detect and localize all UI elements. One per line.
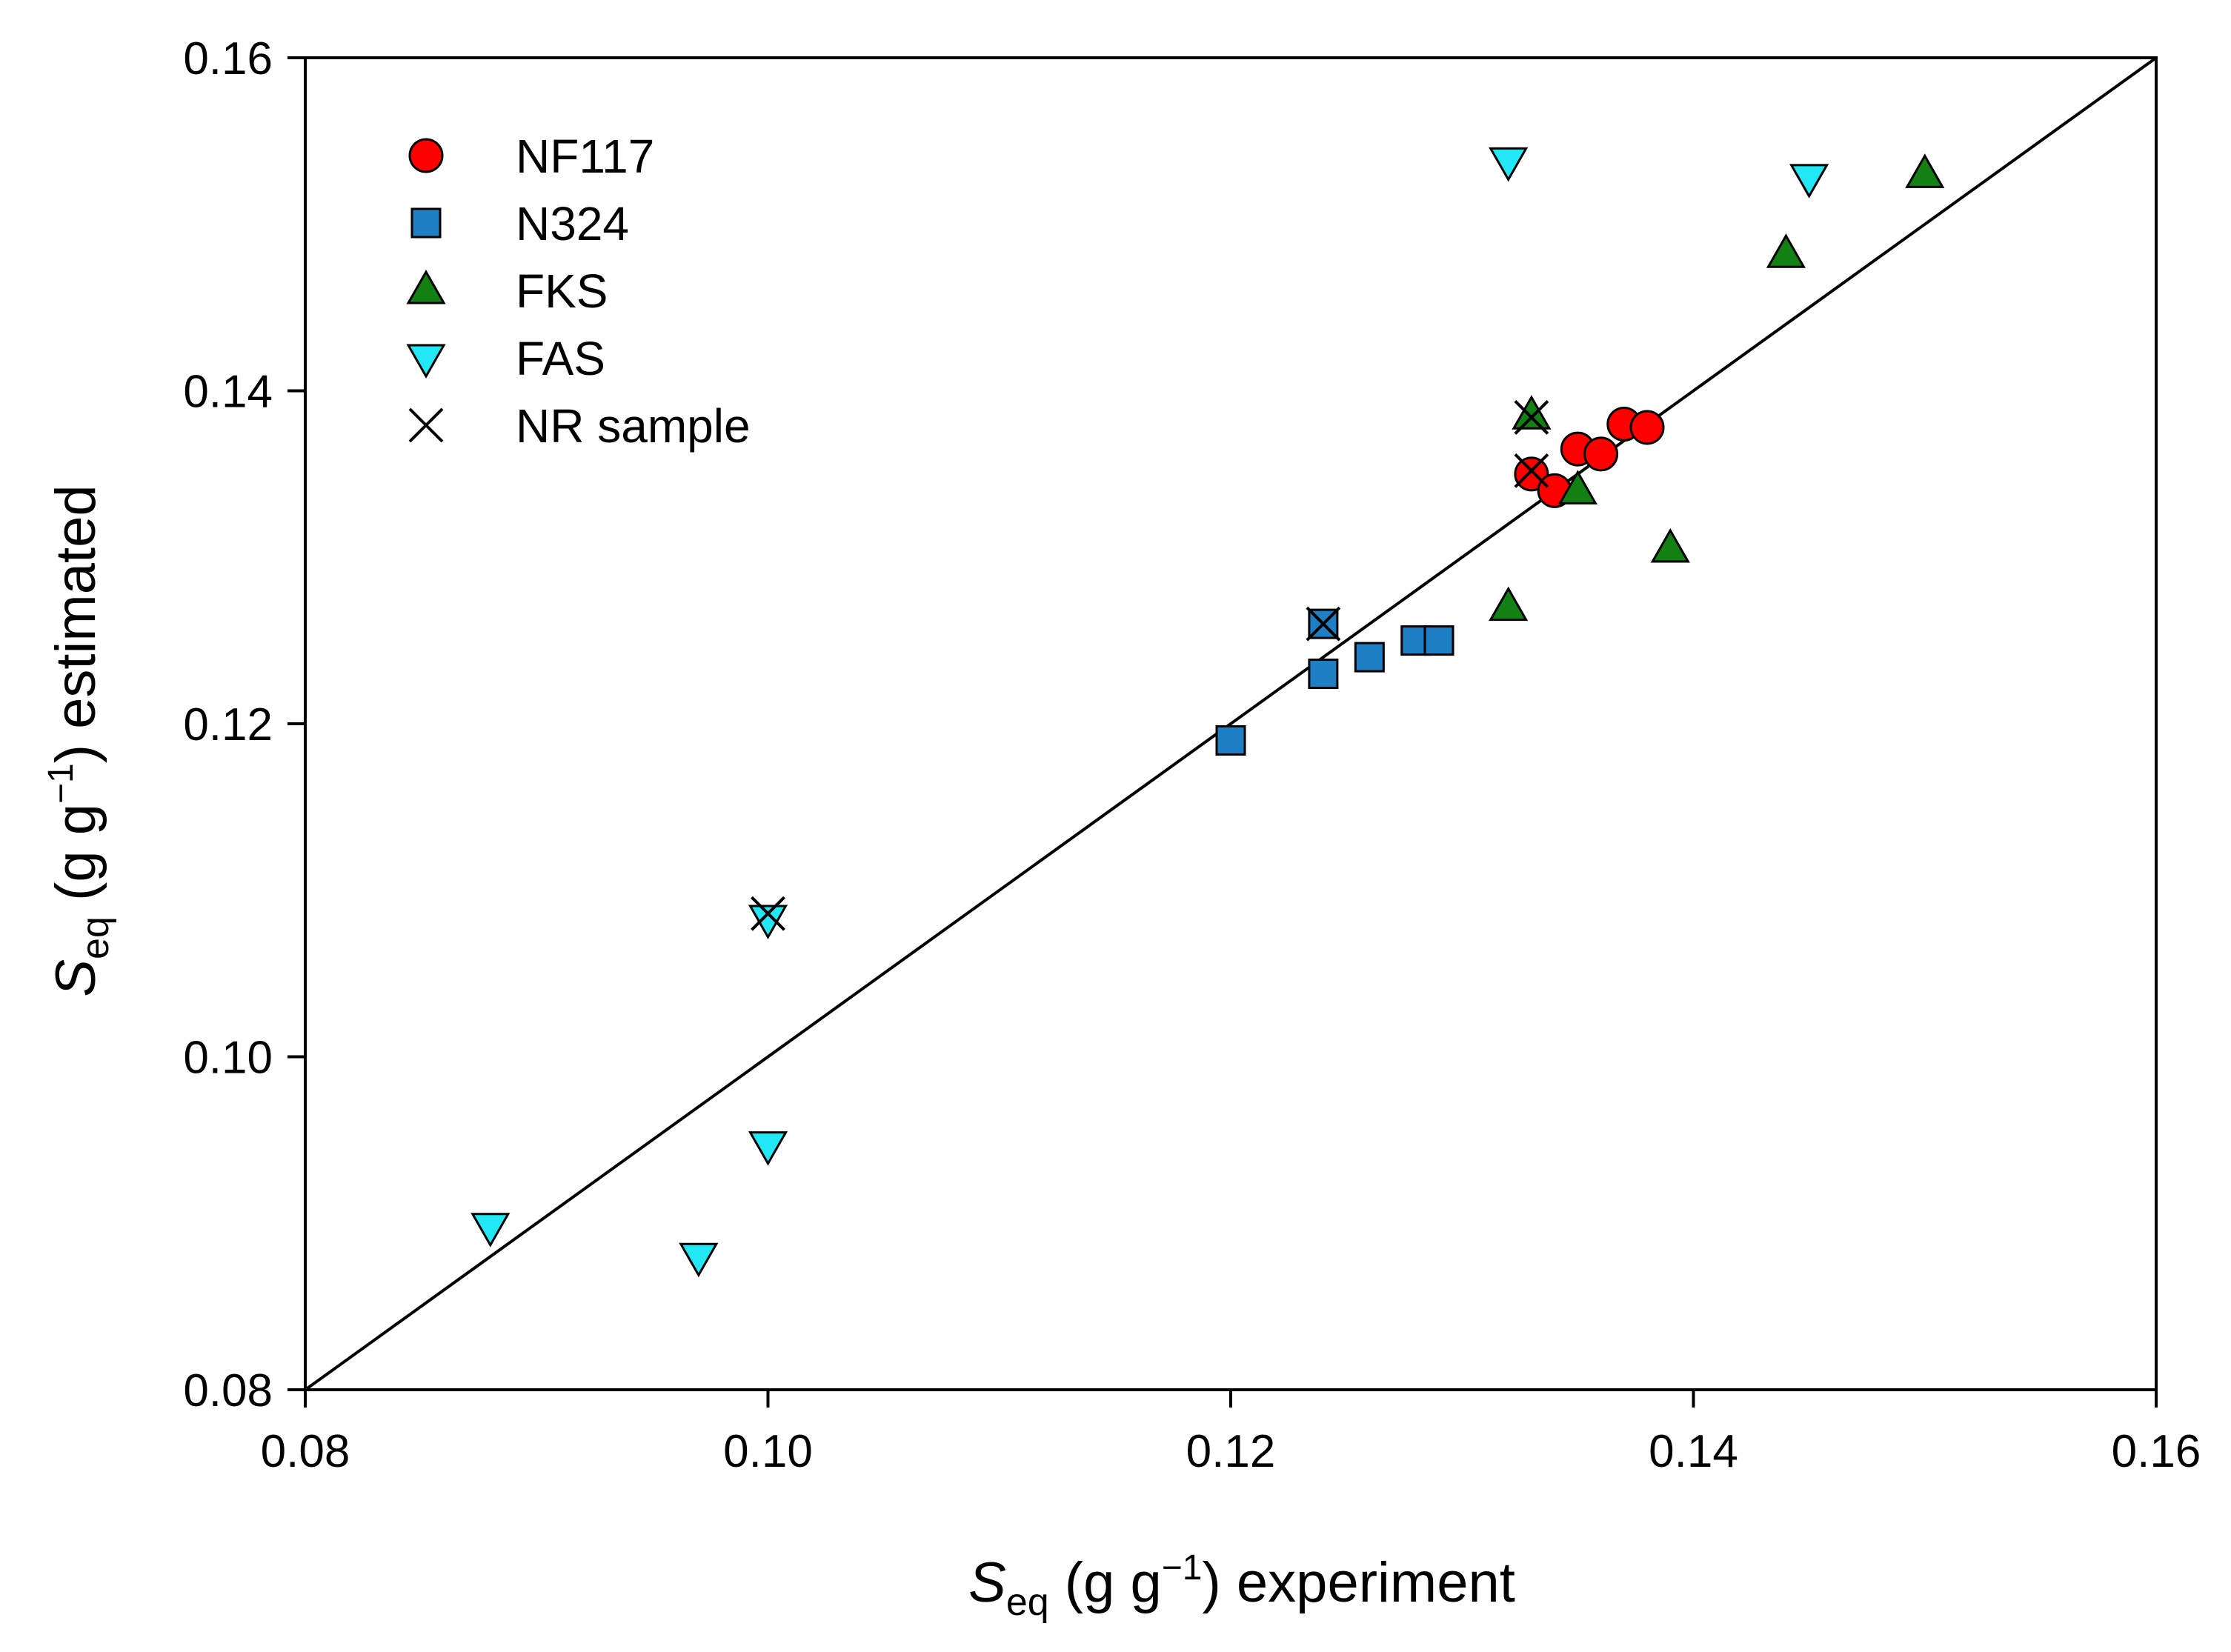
x-axis-subscript: eq (1006, 1581, 1049, 1624)
legend-label: FAS (516, 332, 605, 385)
data-point (748, 1131, 788, 1166)
data-point (1215, 725, 1246, 756)
legend-label: NF117 (516, 130, 654, 183)
y-tick-label: 0.14 (183, 367, 273, 418)
data-point (1423, 625, 1454, 656)
x-axis-symbol: S (968, 1551, 1006, 1614)
legend-label: FKS (516, 264, 608, 318)
legend-item: NR sample (408, 399, 751, 453)
data-point (1514, 453, 1549, 488)
legend-item: N324 (410, 197, 629, 250)
x-tick-label: 0.12 (1186, 1426, 1276, 1477)
legend-marker (410, 207, 442, 239)
data-point (1354, 642, 1385, 673)
x-axis-superscript: −1 (1162, 1548, 1203, 1588)
legend-marker (406, 269, 446, 304)
data-point (1650, 527, 1690, 563)
legend-item: FKS (406, 264, 608, 318)
legend-label: N324 (516, 197, 629, 250)
x-tick-label: 0.14 (1649, 1426, 1738, 1477)
x-tick-label: 0.16 (2112, 1426, 2201, 1477)
y-axis-unit: (g g (44, 804, 107, 916)
y-tick-label: 0.16 (183, 33, 273, 84)
tick-layer: 0.08 0.10 0.12 0.14 0.16 0.08 0.10 0.12 0.14 0.16 (183, 33, 2201, 1477)
y-axis-superscript: −1 (41, 763, 81, 804)
series-fas (471, 147, 1829, 1278)
legend-item: FAS (406, 332, 605, 385)
data-point (751, 896, 785, 931)
y-axis-subscript: eq (74, 916, 117, 959)
data-point (1489, 147, 1529, 182)
one-to-one-line (304, 56, 2158, 1391)
data-point (1489, 586, 1529, 622)
data-point (471, 1213, 511, 1248)
data-point (1306, 606, 1341, 642)
y-axis-label: Seq (g g−1) estimated (41, 484, 117, 996)
data-point (1583, 436, 1619, 472)
x-axis-suffix: ) experiment (1202, 1551, 1515, 1614)
data-point (1308, 659, 1339, 690)
data-point (679, 1242, 719, 1278)
series-fks (1489, 153, 1945, 622)
data-point (1512, 395, 1552, 430)
plot-layer (304, 56, 2158, 1391)
legend-marker (408, 407, 444, 443)
legend-label: NR sample (516, 399, 751, 453)
x-axis-unit: (g g (1049, 1551, 1162, 1614)
y-axis-suffix: ) estimated (44, 484, 107, 763)
data-point (1905, 153, 1945, 188)
legend-marker (408, 138, 444, 173)
y-axis-symbol: S (44, 959, 107, 997)
data-point (748, 905, 788, 939)
legend-item: NF117 (408, 130, 654, 183)
legend: NF117 N324 FKS FAS NR sample (406, 130, 751, 453)
y-tick-label: 0.08 (183, 1365, 273, 1416)
series-nr-sample (751, 400, 1549, 931)
data-point (1629, 410, 1665, 445)
legend-marker (406, 344, 446, 379)
series-n324 (1215, 608, 1454, 756)
y-tick-label: 0.10 (183, 1033, 273, 1084)
y-tick-label: 0.12 (183, 699, 273, 750)
data-point (1766, 233, 1806, 268)
data-point (1557, 470, 1597, 504)
data-point (1514, 400, 1549, 435)
x-tick-label: 0.08 (261, 1426, 350, 1477)
data-point (1789, 164, 1829, 199)
x-axis-label: Seq (g g−1) experiment (968, 1548, 1515, 1624)
x-tick-label: 0.10 (723, 1426, 813, 1477)
